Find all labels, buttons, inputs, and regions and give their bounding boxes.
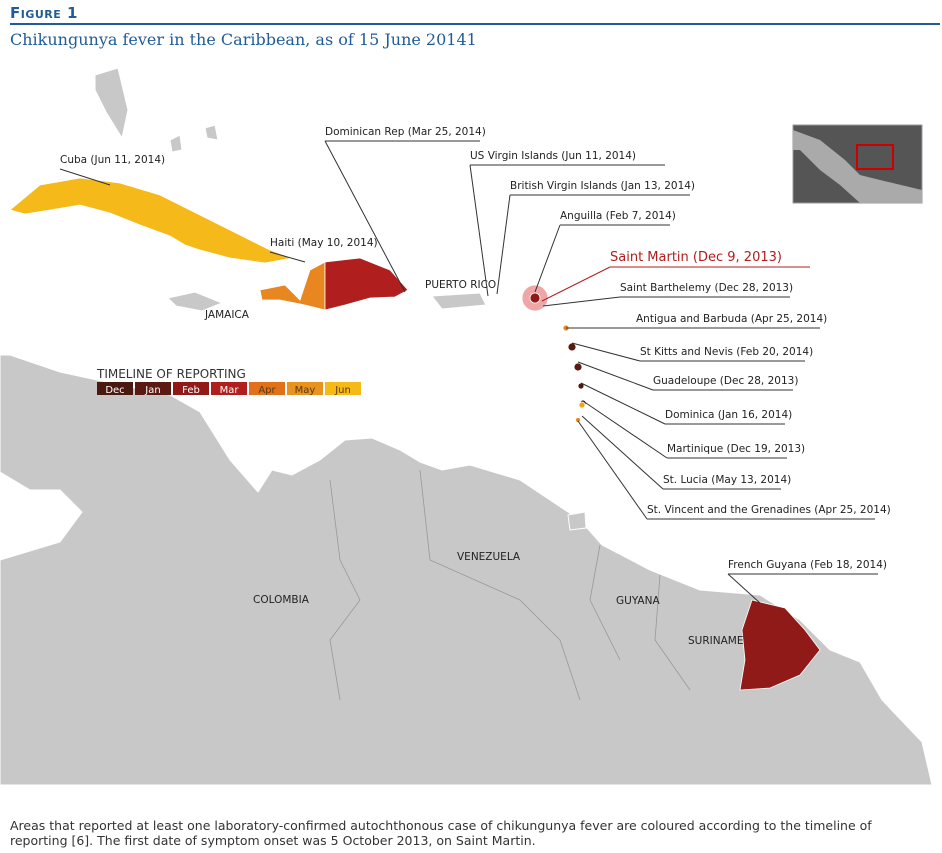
callout-leader [577, 361, 654, 391]
inset-focus [856, 144, 894, 170]
callout-label: Antigua and Barbuda (Apr 25, 2014) [636, 313, 827, 325]
callout-leader [534, 224, 561, 293]
place-label: COLOMBIA [253, 594, 310, 606]
legend-label: May [295, 385, 316, 396]
land [0, 67, 933, 786]
bahamas [169, 134, 183, 153]
legend-label: Feb [182, 385, 200, 396]
legend-swatch [173, 382, 209, 395]
island [578, 401, 586, 409]
callout-label: French Guyana (Feb 18, 2014) [728, 559, 887, 571]
callout-leader [59, 168, 111, 186]
callout-label: Guadeloupe (Dec 28, 2013) [653, 375, 798, 387]
legend-swatch [325, 382, 361, 395]
callout-leader [571, 342, 641, 362]
legend-label: Apr [258, 385, 276, 396]
florida [94, 67, 129, 140]
caption: Areas that reported at least one laborat… [10, 818, 872, 848]
callout-leader [577, 420, 648, 520]
legend-label: Jan [144, 385, 160, 396]
inset-land [793, 130, 922, 203]
puerto-rico [431, 292, 487, 310]
place-label: GUYANA [616, 595, 660, 607]
callout-label: Cuba (Jun 11, 2014) [60, 154, 165, 166]
callout-label: St Kitts and Nevis (Feb 20, 2014) [640, 346, 813, 358]
border [589, 544, 621, 661]
callout-label: US Virgin Islands (Jun 11, 2014) [470, 150, 636, 162]
figure-label: Figure 1 [10, 4, 78, 22]
place-label: PUERTO RICO [425, 279, 496, 291]
island [575, 417, 581, 423]
callout-label: Martinique (Dec 19, 2013) [667, 443, 805, 455]
mainland [0, 354, 933, 786]
callout-label: St. Lucia (May 13, 2014) [663, 474, 791, 486]
legend-swatch [287, 382, 323, 395]
legend-swatch [97, 382, 133, 395]
callout-label: Saint Martin (Dec 9, 2013) [610, 250, 782, 265]
callout-leader [542, 296, 621, 307]
legend-swatch [249, 382, 285, 395]
callout-leader [582, 400, 668, 459]
callout-label: St. Vincent and the Grenadines (Apr 25, … [647, 504, 891, 516]
callout-leader [469, 164, 489, 297]
callout-leader [541, 266, 611, 302]
french-guyana [739, 599, 821, 691]
border [329, 479, 361, 701]
border [654, 574, 691, 691]
callout-leader [324, 140, 406, 293]
callout-label: Dominica (Jan 16, 2014) [665, 409, 792, 421]
place-label: JAMAICA [204, 309, 250, 321]
header-rule [10, 23, 940, 25]
figure-title: Chikungunya fever in the Caribbean, as o… [10, 30, 477, 49]
trinidad [567, 511, 587, 531]
dominican-rep [324, 257, 409, 311]
labels: JAMAICA PUERTO RICO COLOMBIA VENEZUELA GUYAN… [59, 126, 891, 647]
island [573, 362, 583, 372]
callout-label: Anguilla (Feb 7, 2014) [560, 210, 676, 222]
legend-swatch [135, 382, 171, 395]
callout-label: Saint Barthelemy (Dec 28, 2013) [620, 282, 793, 294]
bahamas [204, 124, 219, 141]
affected [9, 177, 821, 691]
callout-label: British Virgin Islands (Jan 13, 2014) [510, 180, 695, 192]
callout-leader [496, 194, 511, 295]
map: JAMAICA PUERTO RICO COLOMBIA VENEZUELA GUYAN… [0, 67, 933, 786]
callout-label: Dominican Rep (Mar 25, 2014) [325, 126, 486, 138]
legend-label: Dec [105, 385, 124, 396]
haiti [259, 261, 326, 311]
place-label: SURINAME [688, 635, 743, 647]
callout-leader [269, 251, 306, 263]
border [419, 469, 581, 701]
callout-leader [581, 415, 664, 490]
place-label: VENEZUELA [457, 551, 521, 563]
jamaica [167, 291, 224, 312]
callout-leader [727, 573, 761, 604]
legend-swatch [211, 382, 247, 395]
inset [792, 124, 923, 204]
saint-martin [529, 292, 541, 304]
legend-label: Jun [334, 385, 351, 396]
callout-label: Haiti (May 10, 2014) [270, 237, 378, 249]
borders [329, 469, 691, 701]
legend-label: Mar [220, 385, 240, 396]
cuba [9, 177, 294, 264]
legend-title: TIMELINE OF REPORTING [96, 367, 246, 381]
callout-leader [580, 382, 666, 425]
